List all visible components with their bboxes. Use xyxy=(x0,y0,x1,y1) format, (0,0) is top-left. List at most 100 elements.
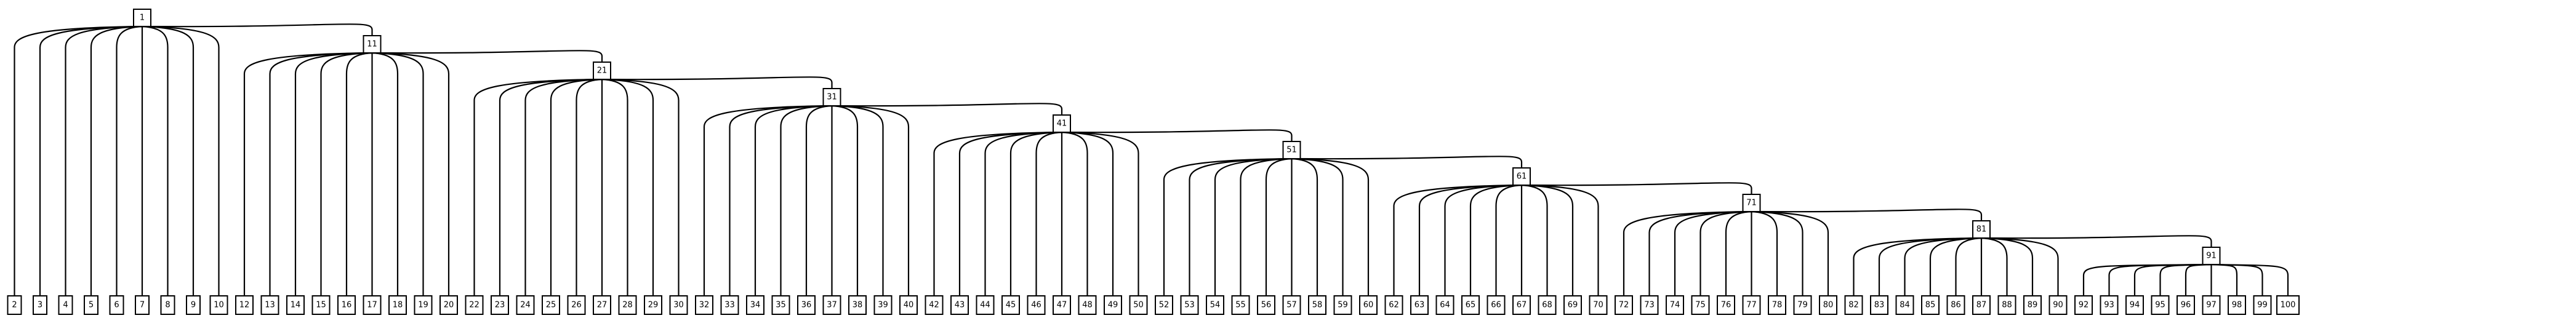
node-box xyxy=(1512,167,1531,186)
tree-node-4: 4 xyxy=(58,295,73,315)
node-box xyxy=(771,295,790,315)
node-box xyxy=(976,295,995,315)
tree-node-48: 48 xyxy=(1078,295,1097,315)
node-label: 20 xyxy=(444,301,454,310)
tree-node-88: 88 xyxy=(1997,295,2016,315)
node-label: 26 xyxy=(571,301,582,310)
tree-node-92: 92 xyxy=(2074,295,2093,315)
node-box xyxy=(2100,295,2119,315)
edge-41-50 xyxy=(1061,131,1139,296)
tree-node-22: 22 xyxy=(465,295,484,315)
tree-node-21: 21 xyxy=(593,62,611,80)
node-box xyxy=(1001,295,1020,315)
edge-31-36 xyxy=(805,105,832,296)
edge-11-16 xyxy=(345,52,372,296)
node-label: 87 xyxy=(1976,301,1987,310)
node-label: 54 xyxy=(1210,301,1221,310)
node-label: 85 xyxy=(1925,301,1936,310)
node-label: 59 xyxy=(1338,301,1348,310)
node-label: 86 xyxy=(1951,301,1961,310)
node-label: 48 xyxy=(1082,301,1093,310)
tree-node-69: 69 xyxy=(1563,295,1582,315)
tree-node-93: 93 xyxy=(2100,295,2119,315)
node-label: 63 xyxy=(1414,301,1425,310)
node-box xyxy=(2074,295,2093,315)
node-label: 13 xyxy=(265,301,275,310)
edge-51-60 xyxy=(1291,157,1370,296)
node-box xyxy=(618,295,637,315)
node-label: 90 xyxy=(2053,301,2063,310)
tree-node-96: 96 xyxy=(2177,295,2195,315)
node-label: 30 xyxy=(673,301,684,310)
edge-51-61 xyxy=(1291,156,1523,168)
edge-21-30 xyxy=(601,78,680,296)
edge-81-90 xyxy=(1981,237,2059,296)
node-box xyxy=(465,295,484,315)
node-label: 25 xyxy=(546,301,556,310)
edge-1-6 xyxy=(116,25,143,296)
node-label: 78 xyxy=(1772,301,1783,310)
node-label: 6 xyxy=(114,301,119,310)
node-label: 76 xyxy=(1721,301,1731,310)
tree-node-7: 7 xyxy=(135,295,150,315)
edge-1-11 xyxy=(142,23,373,36)
tree-node-1: 1 xyxy=(133,9,151,27)
edge-31-34 xyxy=(754,105,832,296)
node-label: 83 xyxy=(1874,301,1885,310)
node-box xyxy=(286,295,305,315)
edge-21-31 xyxy=(601,76,833,89)
node-box xyxy=(337,295,356,315)
node-box xyxy=(1844,295,1863,315)
tree-node-31: 31 xyxy=(822,88,841,106)
tree-node-11: 11 xyxy=(363,35,382,54)
node-label: 97 xyxy=(2206,301,2217,310)
node-box xyxy=(1078,295,1097,315)
node-label: 44 xyxy=(980,301,990,310)
node-label: 68 xyxy=(1542,301,1552,310)
node-label: 50 xyxy=(1133,301,1144,310)
node-label: 22 xyxy=(469,301,479,310)
node-box xyxy=(899,295,918,315)
tree-node-76: 76 xyxy=(1717,295,1735,315)
edge-41-46 xyxy=(1035,131,1062,296)
tree-node-15: 15 xyxy=(311,295,331,315)
tree-node-64: 64 xyxy=(1435,295,1455,315)
tree-node-19: 19 xyxy=(414,295,433,315)
tree-node-27: 27 xyxy=(593,295,611,315)
node-box xyxy=(2202,295,2221,315)
tree-node-53: 53 xyxy=(1180,295,1199,315)
node-box xyxy=(567,295,586,315)
tree-node-63: 63 xyxy=(1410,295,1429,315)
node-label: 18 xyxy=(393,301,403,310)
tree-node-5: 5 xyxy=(84,295,98,315)
node-label: 61 xyxy=(1517,172,1527,181)
node-box xyxy=(209,295,228,315)
edge-41-45 xyxy=(1009,131,1062,296)
node-label: 35 xyxy=(776,301,786,310)
node-label: 24 xyxy=(520,301,531,310)
edge-81-85 xyxy=(1929,237,1982,296)
edge-11-20 xyxy=(372,52,450,296)
edge-31-35 xyxy=(780,105,832,296)
node-label: 58 xyxy=(1312,301,1323,310)
tree-node-56: 56 xyxy=(1257,295,1275,315)
node-label: 4 xyxy=(63,301,68,310)
tree-node-74: 74 xyxy=(1666,295,1684,315)
edge-81-91 xyxy=(1981,235,2212,247)
tree-node-80: 80 xyxy=(1819,295,1837,315)
tree-node-77: 77 xyxy=(1742,295,1761,315)
tree-node-95: 95 xyxy=(2151,295,2170,315)
node-label: 70 xyxy=(1593,301,1603,310)
tree-node-82: 82 xyxy=(1844,295,1863,315)
tree-node-44: 44 xyxy=(976,295,995,315)
tree-node-10: 10 xyxy=(209,295,228,315)
tree-node-94: 94 xyxy=(2125,295,2144,315)
node-label: 2 xyxy=(12,301,17,310)
tree-node-29: 29 xyxy=(644,295,662,315)
node-box xyxy=(2276,295,2300,315)
node-label: 69 xyxy=(1568,301,1578,310)
node-box xyxy=(1487,295,1506,315)
node-box xyxy=(1538,295,1557,315)
tree-node-85: 85 xyxy=(1921,295,1940,315)
node-label: 77 xyxy=(1746,301,1757,310)
